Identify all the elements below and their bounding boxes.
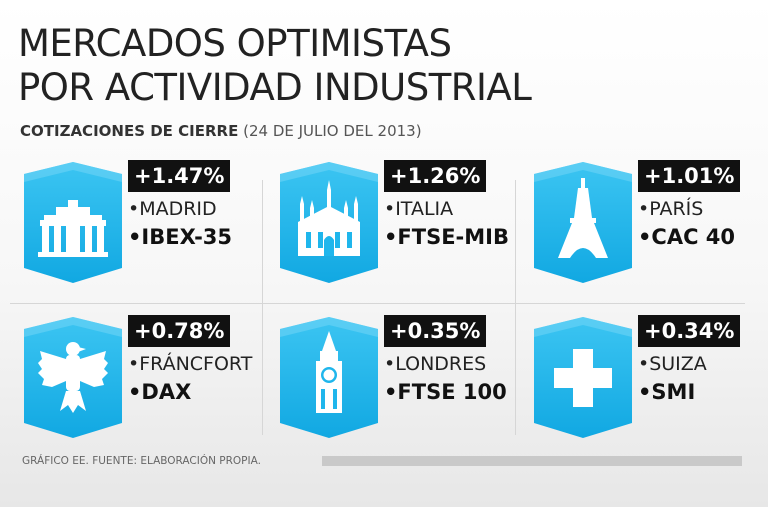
market-index: •CAC 40 <box>638 225 736 249</box>
swiss-cross-icon <box>532 315 634 440</box>
subtitle-date: (24 DE JULIO DEL 2013) <box>243 122 422 140</box>
change-badge: +1.47% <box>128 160 231 192</box>
market-city: •ITALIA <box>384 198 454 220</box>
change-badge: +1.26% <box>384 160 487 192</box>
market-city: •LONDRES <box>384 353 487 375</box>
change-badge: +0.34% <box>638 315 741 347</box>
change-badge: +0.35% <box>384 315 487 347</box>
title-line-2: POR ACTIVIDAD INDUSTRIAL <box>18 66 532 109</box>
market-city: •MADRID <box>128 198 217 220</box>
big-ben-icon <box>278 315 380 440</box>
arch-gate-icon <box>22 160 124 285</box>
divider-vertical-1 <box>262 180 263 435</box>
cathedral-icon <box>278 160 380 285</box>
market-index: •IBEX-35 <box>128 225 233 249</box>
divider-vertical-2 <box>515 180 516 435</box>
market-card: +1.01% •PARÍS •CAC 40 <box>532 160 768 285</box>
market-card: +0.35% •LONDRES •FTSE 100 <box>278 315 518 440</box>
market-card: +1.26% •ITALIA •FTSE-MIB <box>278 160 518 285</box>
market-city: •SUIZA <box>638 353 707 375</box>
market-city: •PARÍS <box>638 198 704 220</box>
change-badge: +0.78% <box>128 315 231 347</box>
page-title: MERCADOS OPTIMISTAS POR ACTIVIDAD INDUST… <box>18 22 758 110</box>
eiffel-tower-icon <box>532 160 634 285</box>
footer-source: GRÁFICO EE. FUENTE: ELABORACIÓN PROPIA. <box>22 455 261 467</box>
market-card: +1.47% •MADRID •IBEX-35 <box>22 160 262 285</box>
market-index: •FTSE 100 <box>384 380 507 404</box>
change-badge: +1.01% <box>638 160 741 192</box>
subtitle-label: COTIZACIONES DE CIERRE <box>20 122 239 140</box>
market-city: •FRÁNCFORT <box>128 353 253 375</box>
eagle-icon <box>22 315 124 440</box>
title-line-1: MERCADOS OPTIMISTAS <box>18 22 452 65</box>
market-card: +0.78% •FRÁNCFORT •DAX <box>22 315 262 440</box>
market-index: •DAX <box>128 380 192 404</box>
footer-bar <box>322 456 742 466</box>
subtitle: COTIZACIONES DE CIERRE (24 DE JULIO DEL … <box>20 122 422 140</box>
market-index: •SMI <box>638 380 696 404</box>
market-index: •FTSE-MIB <box>384 225 509 249</box>
market-card: +0.34% •SUIZA •SMI <box>532 315 768 440</box>
divider-horizontal <box>10 303 745 304</box>
